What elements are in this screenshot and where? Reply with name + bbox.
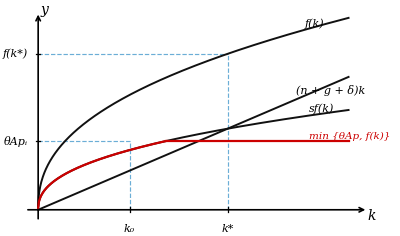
Text: sf(k): sf(k) <box>309 103 335 114</box>
Text: k₀: k₀ <box>124 223 135 233</box>
Text: k*: k* <box>222 223 234 233</box>
Text: y: y <box>41 3 49 17</box>
Text: k: k <box>367 209 376 223</box>
Text: (n + g + δ)k: (n + g + δ)k <box>296 85 366 96</box>
Text: min {θAp, f(k)}: min {θAp, f(k)} <box>309 132 391 141</box>
Text: f(k): f(k) <box>304 19 324 29</box>
Text: f(k*): f(k*) <box>3 49 28 59</box>
Text: θApᵢ: θApᵢ <box>4 136 28 147</box>
